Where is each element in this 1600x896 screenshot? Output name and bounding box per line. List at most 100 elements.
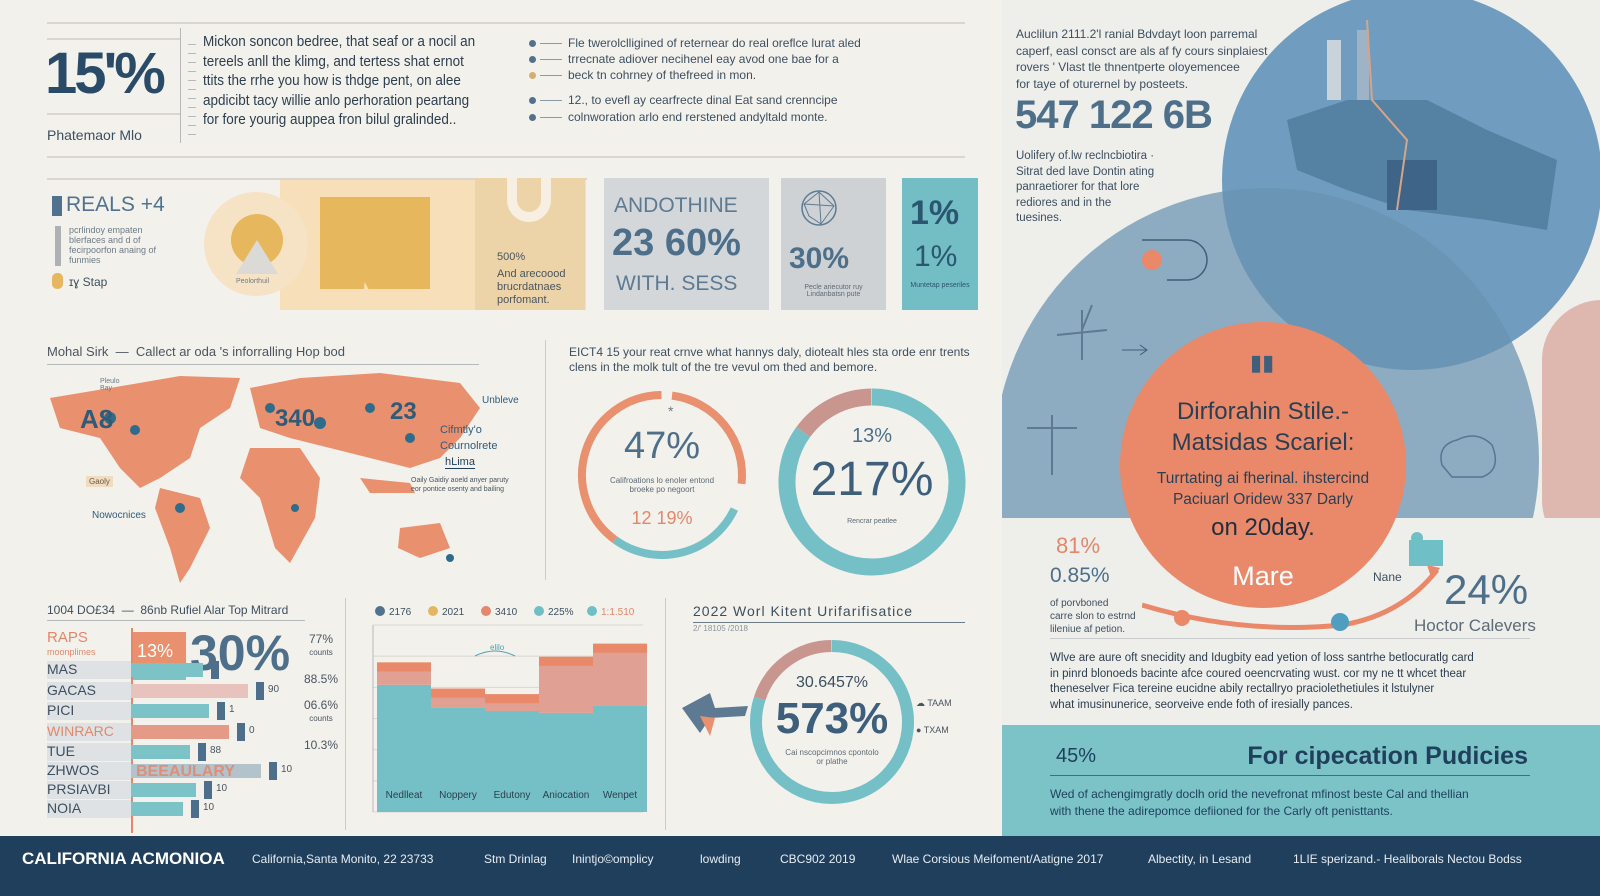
hbar-bar [131,704,209,718]
donuts-text: EICT4 15 your reat crnve what hannys dal… [569,345,970,374]
text-line: what imusinunerice, seorveive ende foth … [1050,698,1353,711]
donut3-chart [750,640,914,804]
hbar-big-value: 30% [190,625,291,681]
right-paragraph2: Wlve are aure oft snecidity and Idugbity… [1050,651,1474,713]
gray-card-title: ANDOTHINE [614,194,738,217]
text-line: Wlve are aure oft snecidity and Idugbity… [1050,652,1474,664]
legend-label: 1:1.510 [601,607,635,618]
world-map [50,373,480,583]
legend-label: TXAM [923,725,949,735]
hbar-bar [131,745,190,759]
bullet-line [540,59,562,60]
divider [1050,638,1530,639]
text-line: And arecoood [497,268,566,280]
icon-card: 30% Pecle ariecutor ruy Lindanbatsn pute [781,178,886,310]
donut3-title: 2022 Worl Kitent Urifarifisatice [693,603,914,619]
hbar-bar [131,684,248,698]
donut2-pink-arc [796,388,872,438]
bar-segment [539,712,593,812]
map-label: Nowocnices [92,510,146,521]
divider [47,156,965,158]
footer-link[interactable]: Albectity, in Lesand [1148,852,1252,866]
hbar-label: TUE [47,743,75,759]
footer-link[interactable]: Inintjo©omplicy [572,852,654,866]
bullet-dot [529,40,536,47]
donut3-value: 573% [775,694,889,743]
bullet-dot [529,72,536,79]
donut1-caption: Califroations lo enoler entond broeke po… [609,476,715,494]
footer-link[interactable]: 1LIE sperizand.- Healiborals Nectou Bods… [1293,852,1522,866]
map-label: 340 [275,405,316,432]
donut3-caption: Cai nscopcimnos cpontolo or plathe [785,748,879,766]
hbar-marker [269,762,277,780]
map-label: 23 [390,398,417,425]
pie-label: Peolorthuil [236,278,270,285]
bullet-text: colnworation arlo end rerstened andyltal… [568,110,828,124]
reals-title: REALS +4 [66,193,165,216]
stacked-bar-chart: 2176 2021 3410 225% 1:1.510 elilo [372,606,647,813]
teal-map-icon [1409,532,1443,566]
bar-category-label: Nedlleat [385,790,423,801]
australia [398,523,450,558]
hbar-marker [217,702,225,720]
hbar-label-bg [47,800,131,818]
intro-big-number: 15'% [45,41,166,106]
hbar-end-value: 0 [249,725,255,736]
teal-card-value: 1% [914,240,958,273]
wind-turbine-icon [1056,304,1148,360]
text-line: Dirforahin Stile.- [1176,398,1350,425]
footer-link[interactable]: CBC902 2019 [780,852,856,866]
donut1-orange-arc [671,391,746,485]
legend-label: 2021 [442,607,465,618]
text-line: brucrdatnaes [497,281,562,293]
bullet-line [540,75,562,76]
bullet-text: Fle twerolclligined of reternear do real… [568,36,861,50]
asterisk-icon: * [668,403,674,419]
more-button[interactable]: Mare [1232,561,1294,591]
hbar-end-value: 10 [216,783,228,794]
hbar-label-bg [47,762,131,780]
bullet-dot [529,114,536,121]
text-line: Matsidas Scariel: [1171,429,1355,456]
footer-link[interactable]: lowding [700,852,741,866]
icon-card-value: 30% [789,242,850,275]
hbar-marker [256,682,264,700]
bar-segment [593,705,647,812]
text-line: caperf, easl consct are als af fy cours … [1016,43,1268,58]
hbar-end-value: 1 [229,704,235,715]
text-line: of porvboned [1050,598,1109,609]
right-big-number: 547 122 6B [1015,93,1213,137]
magnet-icon [507,178,551,222]
text-line: panraetiorer for that lore [1016,181,1140,193]
bar-segment [431,707,485,812]
eurasia [250,373,480,468]
bullet-dot [529,56,536,63]
text-line: lileniue af petion. [1050,624,1126,635]
annotation-line [474,650,516,657]
text-line: pcrlindoy empaten [69,225,143,235]
plane-icon [682,693,748,736]
footer-link[interactable]: Stm Drinlag [484,852,547,866]
hbar-label-bg [47,702,131,720]
yellow-blocks [320,197,430,289]
text-line: for taye of oturernel by posteets. [1016,76,1189,91]
band-title: For cipecation Pudicies [1247,742,1528,770]
north-america [50,376,240,488]
circles-area [1002,0,1600,518]
footer-link[interactable]: California,Santa Monito, 22 23733 [252,852,434,866]
hbar-side-values: 77% counts 88.5% 06.6% counts 10.3% [304,632,338,752]
stat-big-caption: Hoctor Calevers [1414,616,1536,635]
divider [665,598,666,830]
footer-link[interactable]: Wlae Corsious Meifoment/Aatigne 2017 [892,852,1104,866]
teal-card: 1% 1% Muntetap peseriles [902,178,978,310]
gray-card-value: 23 60% [612,222,741,264]
intro-line: tereels anll the klimg, and tertess shat… [203,53,464,70]
yellow-card-text: 500% And arecoood brucrdatnaes porfomant. [497,251,566,307]
donut1-subvalue: 12 19% [631,508,693,528]
legend-dot [534,606,544,616]
divider [47,113,180,115]
side-value: 06.6% [304,698,339,712]
hbar-end-value: 88 [210,745,222,756]
bar-segment [593,643,647,706]
circle-title: Dirforahin Stile.- Matsidas Scariel: [1120,396,1406,458]
